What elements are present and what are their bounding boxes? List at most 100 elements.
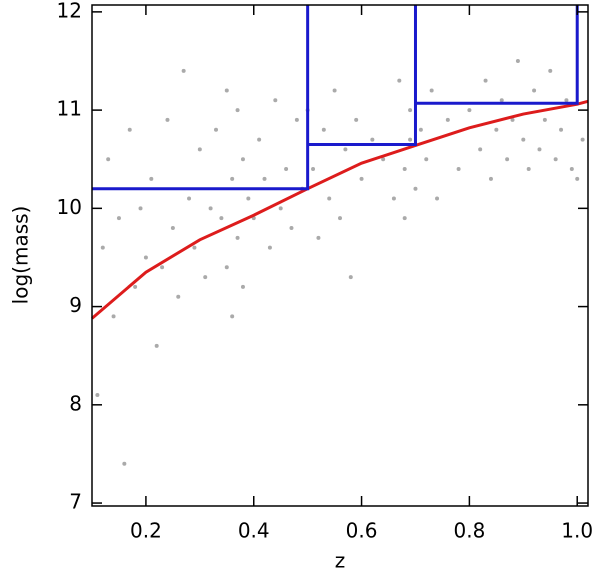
data-point — [445, 117, 450, 122]
data-point — [278, 206, 283, 211]
data-point — [176, 294, 181, 299]
x-tick-label: 0.8 — [453, 519, 485, 543]
data-point — [402, 167, 407, 172]
data-point — [478, 147, 483, 152]
data-point — [429, 88, 434, 93]
data-point — [526, 167, 531, 172]
data-point — [327, 196, 332, 201]
data-point — [95, 392, 100, 397]
data-point — [542, 117, 547, 122]
data-point — [181, 68, 186, 73]
y-tick-label: 9 — [69, 293, 82, 317]
data-point — [553, 157, 558, 162]
data-point — [332, 88, 337, 93]
y-axis-label: log(mass) — [9, 206, 33, 305]
line — [91, 99, 589, 320]
data-point — [532, 88, 537, 93]
data-point — [122, 461, 127, 466]
data-point — [483, 78, 488, 83]
data-point — [559, 127, 564, 132]
data-point — [338, 216, 342, 221]
data-point — [111, 314, 116, 319]
data-point — [235, 108, 240, 113]
data-point — [354, 117, 359, 122]
data-point — [149, 176, 154, 181]
data-point — [197, 147, 202, 152]
data-point — [246, 196, 251, 201]
data-point — [170, 225, 175, 230]
data-point — [208, 206, 213, 211]
data-point — [435, 196, 440, 201]
data-point — [499, 98, 504, 103]
data-point — [262, 176, 267, 181]
data-point — [537, 147, 542, 152]
x-tick-label: 0.6 — [346, 519, 378, 543]
data-point — [154, 343, 159, 348]
line — [92, 5, 579, 191]
data-point — [230, 314, 235, 319]
data-point — [127, 127, 132, 132]
data-point — [505, 157, 510, 162]
data-point — [402, 216, 407, 221]
data-point — [391, 196, 396, 201]
y-tick-label: 12 — [57, 0, 82, 22]
plot-frame — [91, 4, 589, 507]
data-point — [224, 265, 229, 270]
data-point — [294, 117, 299, 122]
data-point — [165, 117, 170, 122]
data-point — [316, 235, 321, 240]
data-point — [143, 255, 148, 260]
data-point — [488, 176, 493, 181]
data-point — [133, 284, 138, 289]
data-point — [343, 147, 348, 152]
y-tick-label: 7 — [69, 490, 82, 514]
data-point — [348, 275, 353, 280]
data-point — [564, 98, 569, 103]
data-point — [160, 265, 165, 270]
data-point — [138, 206, 143, 211]
data-point — [580, 137, 585, 142]
data-point — [267, 245, 272, 250]
data-point — [187, 196, 192, 201]
x-tick-label: 1.0 — [561, 519, 593, 543]
data-point — [116, 216, 121, 221]
data-point — [230, 176, 235, 181]
data-point — [413, 186, 418, 191]
data-point — [284, 167, 289, 172]
data-point — [311, 167, 316, 172]
data-point — [273, 98, 278, 103]
y-tick-label: 8 — [69, 391, 82, 415]
data-point — [521, 137, 526, 142]
y-tick-label: 11 — [57, 97, 82, 121]
x-axis-label: z — [335, 549, 346, 573]
data-point — [224, 88, 229, 93]
data-point — [424, 157, 429, 162]
data-point — [106, 157, 111, 162]
data-point — [418, 127, 423, 132]
data-point — [515, 58, 520, 63]
data-point — [203, 275, 208, 280]
data-point — [408, 108, 413, 113]
data-point — [219, 216, 224, 221]
data-point — [240, 157, 245, 162]
data-point — [214, 127, 218, 132]
data-point — [100, 245, 105, 250]
x-tick-label: 0.2 — [130, 519, 162, 543]
y-tick-label: 10 — [57, 195, 82, 219]
data-point — [456, 167, 461, 172]
data-point — [240, 284, 245, 289]
data-point — [321, 127, 326, 132]
data-point — [494, 127, 499, 132]
data-point — [381, 157, 386, 162]
data-point — [575, 176, 580, 181]
data-point — [235, 235, 240, 240]
data-point — [192, 245, 197, 250]
data-point — [408, 137, 413, 142]
data-point — [370, 137, 375, 142]
data-point — [467, 108, 472, 113]
x-tick-label: 0.4 — [238, 519, 270, 543]
data-point — [397, 78, 402, 83]
data-point — [548, 68, 553, 73]
